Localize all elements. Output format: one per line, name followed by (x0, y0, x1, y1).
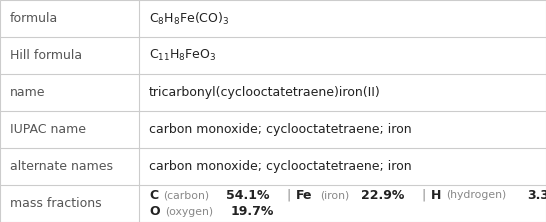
Text: C: C (149, 189, 158, 202)
Text: tricarbonyl(cyclooctatetraene)iron(II): tricarbonyl(cyclooctatetraene)iron(II) (149, 86, 381, 99)
Text: |: | (286, 189, 290, 202)
Text: Hill formula: Hill formula (10, 49, 82, 62)
Text: 54.1%: 54.1% (226, 189, 269, 202)
Text: name: name (10, 86, 45, 99)
Text: mass fractions: mass fractions (10, 197, 102, 210)
Text: $\mathregular{C}_{11}\mathregular{H}_{8}\mathregular{FeO}_{3}\mathregular{}$: $\mathregular{C}_{11}\mathregular{H}_{8}… (149, 48, 217, 63)
Text: 19.7%: 19.7% (230, 205, 274, 218)
Text: IUPAC name: IUPAC name (10, 123, 86, 136)
Text: (carbon): (carbon) (163, 190, 209, 200)
Text: carbon monoxide; cyclooctatetraene; iron: carbon monoxide; cyclooctatetraene; iron (149, 160, 412, 173)
Text: O: O (149, 205, 159, 218)
Text: (hydrogen): (hydrogen) (447, 190, 507, 200)
Text: formula: formula (10, 12, 58, 25)
Text: (iron): (iron) (319, 190, 349, 200)
Text: 3.3%: 3.3% (527, 189, 546, 202)
Text: |: | (421, 189, 425, 202)
Text: alternate names: alternate names (10, 160, 113, 173)
Text: 22.9%: 22.9% (361, 189, 404, 202)
Text: $\mathregular{C}_{8}\mathregular{H}_{8}\mathregular{Fe(CO)}_{3}\mathregular{}$: $\mathregular{C}_{8}\mathregular{H}_{8}\… (149, 10, 229, 27)
Text: H: H (431, 189, 441, 202)
Text: Fe: Fe (296, 189, 313, 202)
Text: carbon monoxide; cyclooctatetraene; iron: carbon monoxide; cyclooctatetraene; iron (149, 123, 412, 136)
Text: (oxygen): (oxygen) (165, 207, 213, 217)
